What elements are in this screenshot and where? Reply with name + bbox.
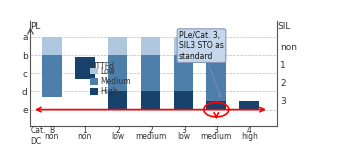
Bar [207,55,226,101]
Bar [173,91,193,110]
Text: Low: Low [100,67,116,76]
Bar [173,37,193,55]
FancyBboxPatch shape [90,78,98,85]
FancyBboxPatch shape [90,88,98,95]
Text: PL: PL [30,22,41,31]
Text: 1: 1 [82,126,87,135]
Bar [207,101,226,110]
Text: high: high [241,132,258,141]
Text: 3: 3 [214,126,219,135]
Bar [141,55,160,91]
Text: 2: 2 [148,126,153,135]
Bar [75,57,95,79]
Text: Cat.
DC: Cat. DC [30,126,46,146]
Text: low: low [111,132,124,141]
Bar [42,55,62,96]
Text: SIL: SIL [277,22,291,31]
Text: 4: 4 [247,126,251,135]
Bar [42,37,62,55]
Bar [239,101,259,110]
Bar [108,55,127,91]
Text: High: High [100,87,118,96]
Bar [141,37,160,55]
Text: low: low [177,132,190,141]
Text: MTTFd: MTTFd [90,62,115,71]
Text: 3: 3 [181,126,186,135]
Bar [141,91,160,110]
Text: B: B [49,126,54,135]
Text: medium: medium [201,132,232,141]
FancyBboxPatch shape [90,68,98,74]
Bar [108,37,127,55]
Bar [108,91,127,110]
Bar [207,37,226,55]
Text: PLe/Cat. 3,
SIL3 STO as
standard: PLe/Cat. 3, SIL3 STO as standard [179,31,224,97]
Text: 2: 2 [115,126,120,135]
Bar [173,55,193,91]
Text: medium: medium [135,132,166,141]
Text: non: non [45,132,59,141]
Text: non: non [77,132,92,141]
Text: Medium: Medium [100,77,131,86]
